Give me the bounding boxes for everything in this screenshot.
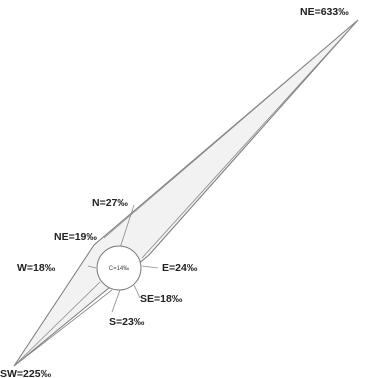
label-n: N=27‰ (92, 197, 128, 209)
label-sw: SW=225‰ (0, 368, 52, 378)
label-e: E=24‰ (162, 262, 198, 274)
spoke-ne-lower (141, 19, 359, 259)
label-s: S=23‰ (109, 316, 145, 328)
spoke-sw-lower (13, 289, 113, 367)
calm-circle (96, 245, 142, 291)
label-se: SE=18‰ (140, 293, 183, 305)
spoke-ne-upper (103, 19, 359, 239)
spoke-w (87, 265, 97, 269)
label-ne-main: NE=633‰ (300, 6, 349, 18)
rose-spokes (13, 19, 359, 367)
label-ne-small: NE=19‰ (54, 231, 97, 243)
spoke-n (119, 204, 135, 249)
spoke-sw-upper (13, 281, 101, 367)
spoke-e (141, 265, 159, 269)
calm-label: C=14‰ (109, 266, 130, 272)
spoke-se (133, 284, 141, 299)
label-w: W=18‰ (17, 262, 56, 274)
rose-outline (13, 19, 359, 367)
spoke-s (111, 289, 121, 313)
